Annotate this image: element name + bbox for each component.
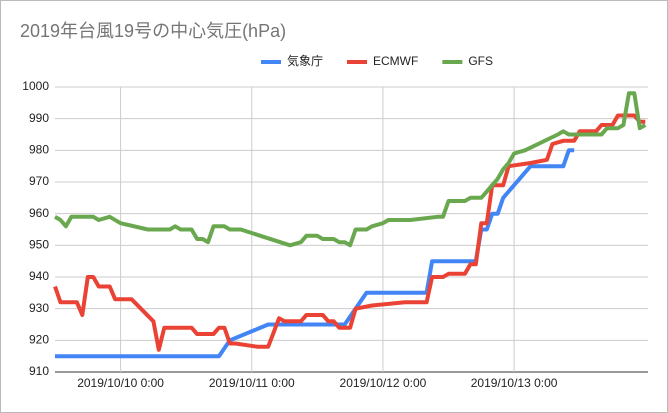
x-tick-label: 2019/10/11 0:00 (209, 376, 295, 390)
chart-title: 2019年台風19号の中心気圧(hPa) (20, 21, 286, 41)
y-tick-label: 950 (29, 238, 49, 252)
y-tick-label: 990 (29, 111, 49, 125)
y-tick-label: 970 (29, 174, 49, 188)
line (53, 91, 647, 248)
y-tick-label: 930 (29, 301, 49, 315)
x-tick-label: 2019/10/10 0:00 (77, 376, 164, 390)
y-tick-label: 910 (29, 364, 49, 378)
legend-label: GFS (468, 54, 493, 68)
x-tick-label: 2019/10/13 0:00 (471, 376, 558, 390)
legend-item: 気象庁 (261, 53, 323, 68)
line (53, 113, 646, 352)
y-tick-label: 980 (29, 143, 49, 157)
legend-label: ECMWF (373, 54, 418, 68)
y-tick-label: 920 (29, 333, 49, 347)
legend-item: ECMWF (347, 54, 418, 68)
legend-label: 気象庁 (287, 53, 323, 68)
y-tick-label: 940 (29, 269, 49, 283)
legend-item: GFS (442, 54, 493, 68)
x-tick-label: 2019/10/12 0:00 (340, 376, 427, 390)
y-tick-label: 1000 (22, 79, 49, 93)
y-tick-label: 960 (29, 206, 49, 220)
